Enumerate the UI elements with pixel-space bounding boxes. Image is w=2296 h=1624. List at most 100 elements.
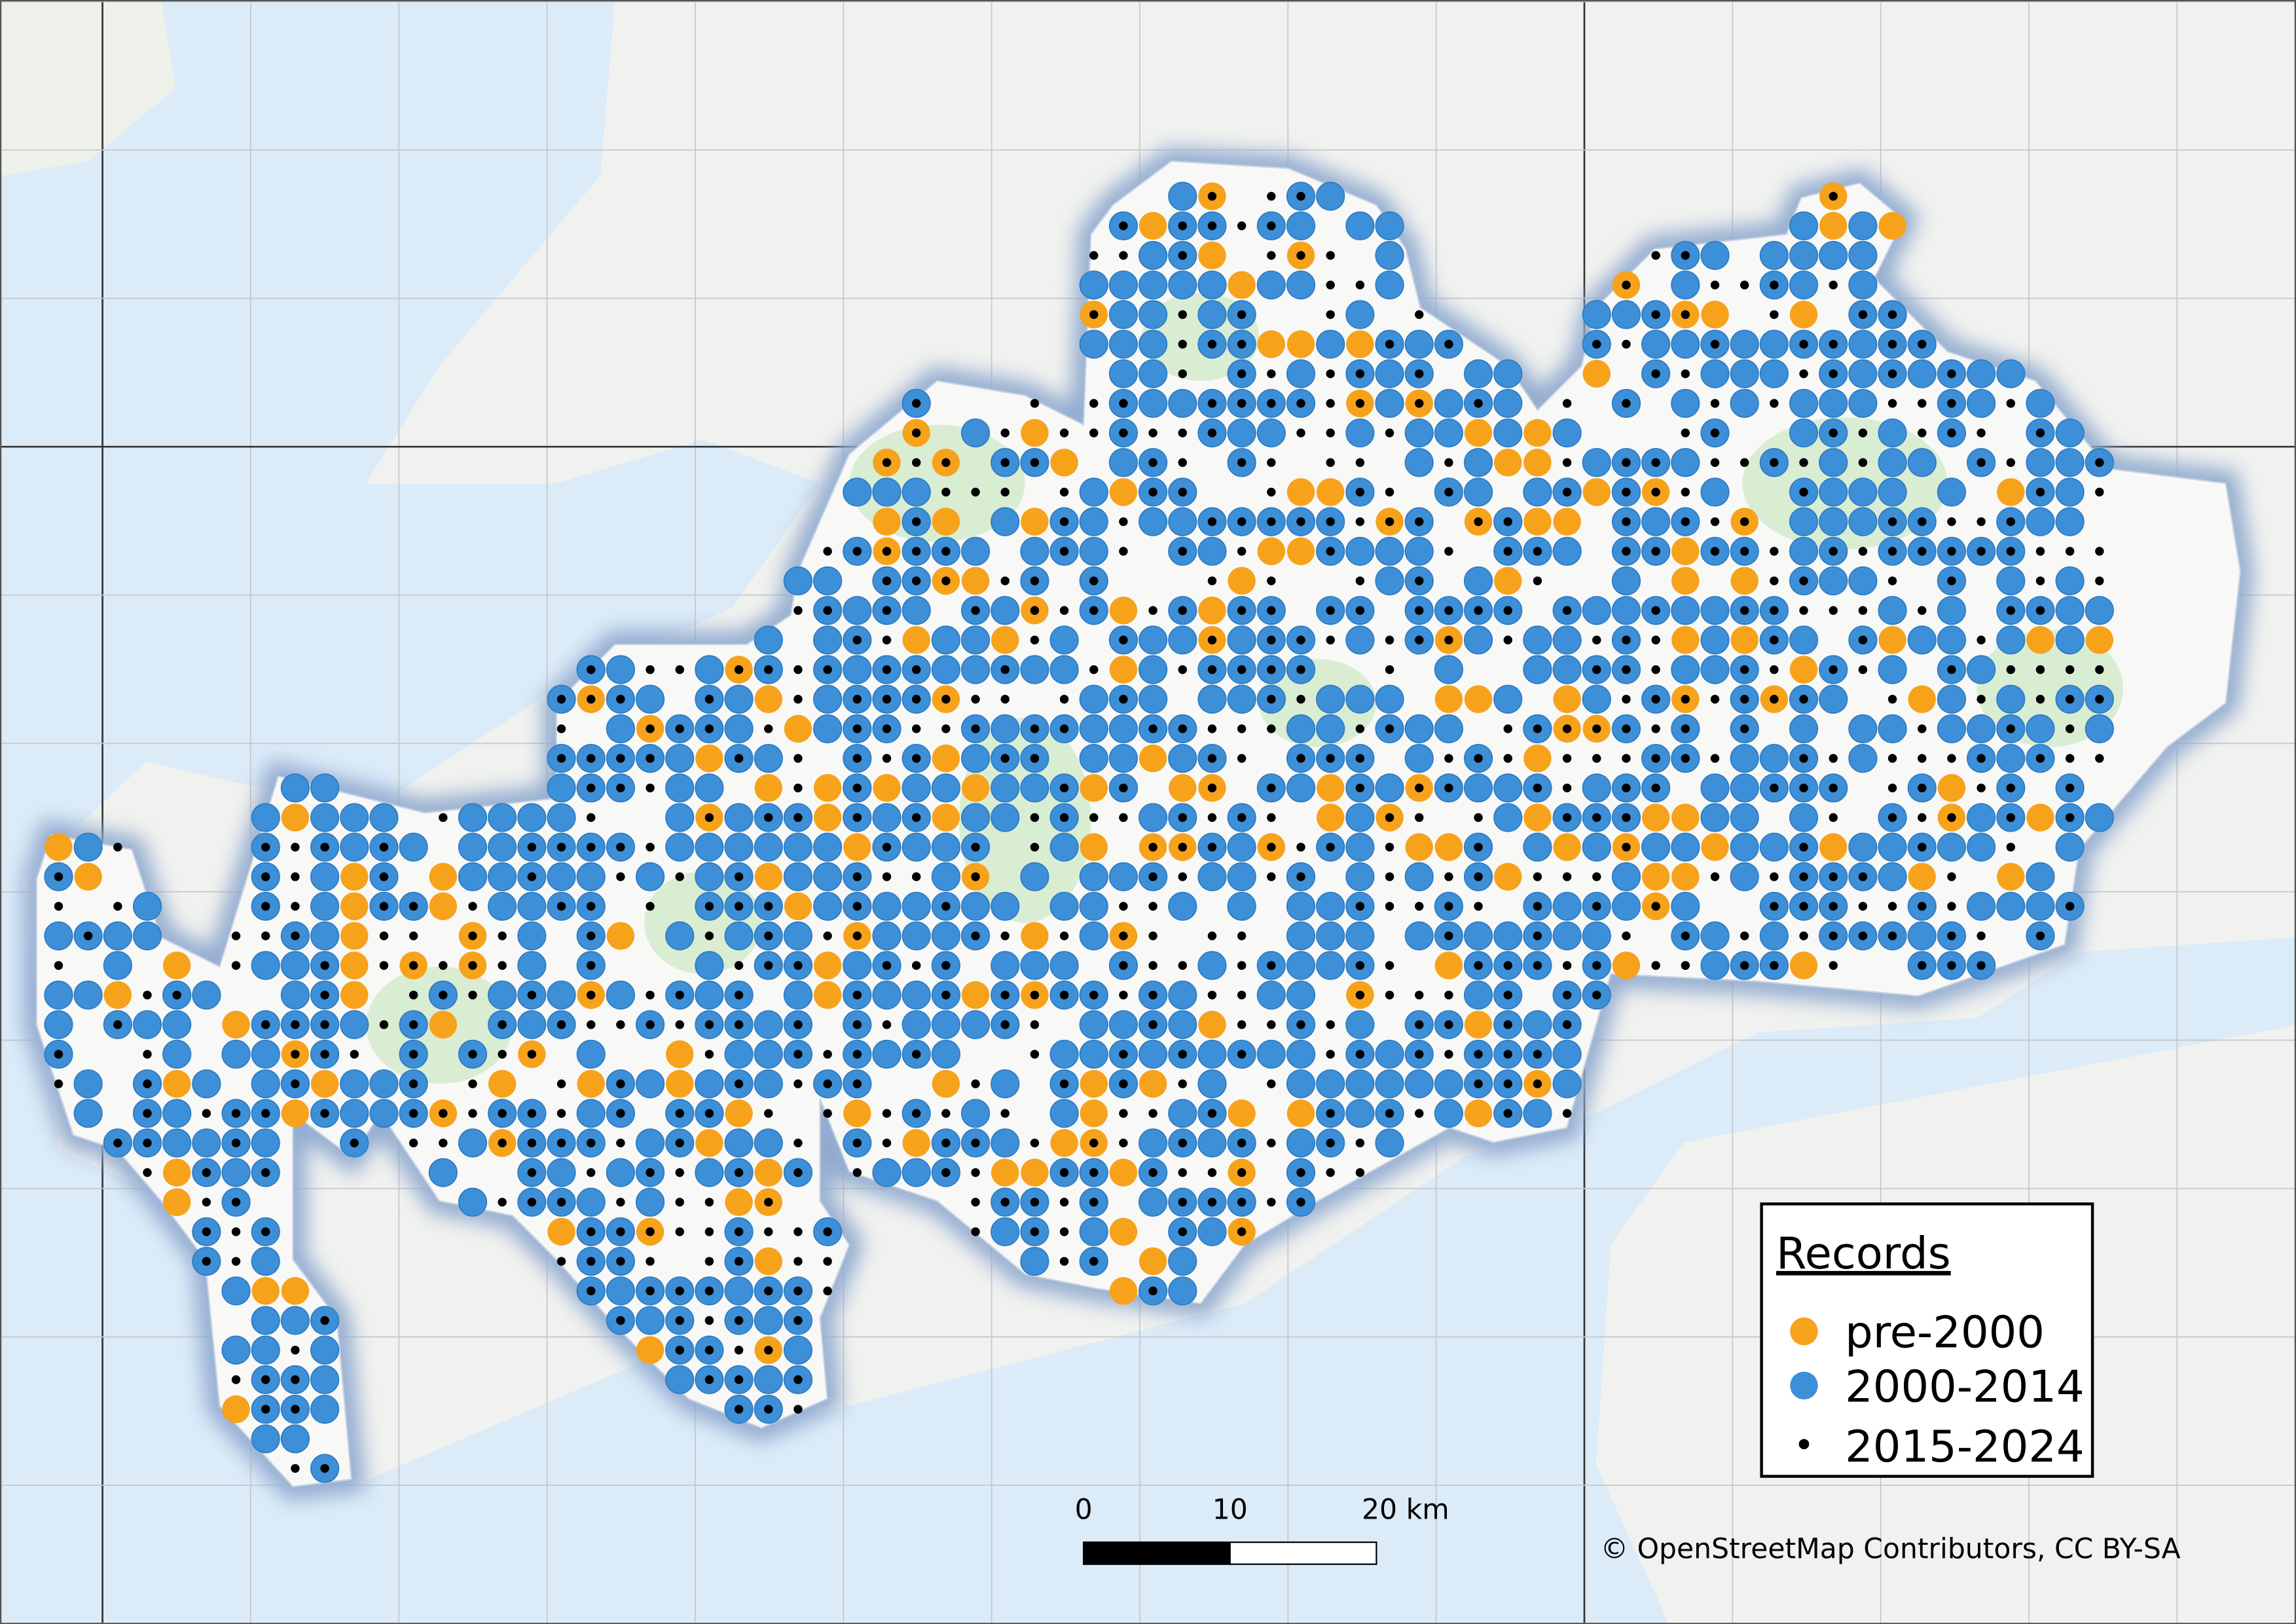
record-2015-2024 [793, 1138, 803, 1148]
record-2000-2014 [1020, 862, 1049, 891]
record-2015-2024 [1030, 842, 1040, 852]
record-pre-2000 [1582, 360, 1611, 388]
record-2015-2024 [2095, 665, 2104, 674]
record-pre-2000 [991, 626, 1019, 654]
record-2015-2024 [1977, 428, 1986, 437]
record-2015-2024 [1178, 251, 1187, 260]
record-2015-2024 [1977, 931, 1986, 940]
record-2000-2014 [1671, 655, 1700, 684]
record-2015-2024 [320, 961, 329, 970]
record-2000-2014 [1108, 300, 1139, 329]
record-2015-2024 [379, 842, 389, 852]
record-2015-2024 [1030, 724, 1040, 733]
record-2015-2024 [1415, 606, 1424, 615]
record-pre-2000 [577, 1069, 605, 1098]
record-2015-2024 [1918, 547, 1927, 556]
record-2015-2024 [54, 1050, 64, 1059]
record-2015-2024 [1207, 990, 1217, 1000]
record-2015-2024 [1770, 576, 1779, 585]
record-2000-2014 [665, 921, 695, 951]
record-pre-2000 [1139, 744, 1167, 773]
record-2000-2014 [1582, 773, 1611, 803]
record-pre-2000 [1286, 478, 1315, 506]
record-2015-2024 [1887, 931, 1897, 940]
record-2015-2024 [2006, 517, 2016, 526]
record-2015-2024 [1296, 399, 1305, 408]
record-2015-2024 [1858, 872, 1868, 881]
record-2015-2024 [1622, 547, 1631, 556]
record-2000-2014 [1493, 803, 1523, 832]
record-2015-2024 [291, 1375, 300, 1384]
scale-bar: 0 10 20 km [1075, 1494, 1449, 1565]
record-2000-2014 [843, 655, 872, 684]
record-2015-2024 [1059, 547, 1069, 556]
record-2000-2014 [1404, 448, 1434, 477]
record-2015-2024 [734, 1345, 744, 1355]
record-2015-2024 [734, 1257, 744, 1266]
record-2000-2014 [1375, 1069, 1404, 1099]
record-2015-2024 [2006, 842, 2016, 852]
record-2000-2014 [1375, 536, 1404, 566]
record-2015-2024 [1178, 1050, 1187, 1059]
record-2015-2024 [793, 1286, 803, 1296]
record-2015-2024 [1030, 635, 1040, 645]
record-2015-2024 [54, 902, 64, 911]
record-2015-2024 [498, 1050, 507, 1059]
record-2015-2024 [1207, 1198, 1217, 1207]
record-2015-2024 [1059, 606, 1069, 615]
record-2015-2024 [1770, 783, 1779, 793]
record-2015-2024 [1474, 517, 1483, 526]
record-2015-2024 [468, 1109, 477, 1118]
record-2000-2014 [754, 1365, 783, 1395]
record-2000-2014 [1641, 329, 1671, 359]
record-2015-2024 [556, 902, 566, 911]
record-2015-2024 [1207, 576, 1217, 585]
record-pre-2000 [1582, 478, 1611, 506]
record-2000-2014 [1759, 240, 1789, 270]
record-pre-2000 [162, 1188, 191, 1217]
record-2015-2024 [1385, 428, 1394, 437]
record-pre-2000 [1257, 537, 1286, 566]
record-2000-2014 [991, 596, 1020, 625]
record-2000-2014 [2055, 596, 2085, 625]
record-2015-2024 [734, 1316, 744, 1325]
record-2000-2014 [991, 507, 1020, 536]
record-2015-2024 [1030, 990, 1040, 1000]
record-pre-2000 [1316, 774, 1345, 802]
record-2015-2024 [764, 1109, 773, 1118]
record-2000-2014 [1345, 803, 1375, 832]
record-2000-2014 [1966, 803, 1996, 832]
record-2015-2024 [439, 813, 448, 822]
record-2015-2024 [911, 517, 921, 526]
record-2000-2014 [1996, 743, 2026, 773]
record-pre-2000 [843, 1099, 871, 1128]
record-2015-2024 [320, 842, 329, 852]
record-pre-2000 [725, 1188, 753, 1217]
record-2015-2024 [1533, 872, 1542, 881]
record-2015-2024 [1030, 1020, 1040, 1029]
record-2015-2024 [1178, 842, 1187, 852]
record-2000-2014 [1138, 388, 1168, 418]
record-2015-2024 [1119, 399, 1128, 408]
record-2015-2024 [1622, 724, 1631, 733]
record-2000-2014 [162, 1128, 192, 1158]
record-2015-2024 [1415, 576, 1424, 585]
record-2000-2014 [1552, 1039, 1582, 1069]
record-2015-2024 [1681, 754, 1690, 763]
record-2015-2024 [1829, 280, 1838, 289]
record-2015-2024 [2035, 931, 2045, 940]
record-2015-2024 [1651, 635, 1660, 645]
record-2000-2014 [1937, 684, 1967, 714]
record-2015-2024 [2006, 606, 2016, 615]
record-2000-2014 [2055, 477, 2085, 507]
record-2000-2014 [2026, 388, 2055, 418]
record-pre-2000 [103, 981, 132, 1009]
record-2015-2024 [1947, 872, 1956, 881]
record-2015-2024 [793, 1316, 803, 1325]
record-2000-2014 [902, 1158, 931, 1187]
record-2000-2014 [1375, 1128, 1404, 1158]
record-2015-2024 [1474, 902, 1483, 911]
record-2015-2024 [409, 1079, 418, 1088]
record-2015-2024 [1267, 221, 1276, 231]
record-2000-2014 [458, 832, 488, 862]
